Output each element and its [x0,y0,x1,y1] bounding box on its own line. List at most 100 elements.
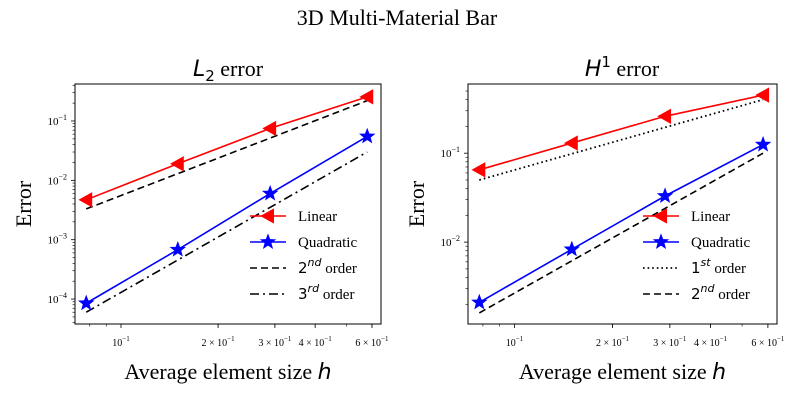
y-tick-base: 10 [440,237,452,249]
title-superscript: 1 [601,53,611,71]
x-tick-exponent: −1 [227,335,235,343]
x-tick-exponent: −1 [777,335,785,343]
y-tick-base: 10 [440,148,452,160]
x-tick-base: 10 [767,338,777,349]
legend-label-math: 2 [298,259,308,277]
legend-label-math: 2 [691,285,701,303]
x-tick-label: 6 × 10−1 [355,335,389,349]
x-tick-coefficient: 3 × [258,338,274,349]
y-tick-exponent: −1 [451,145,460,154]
legend-label-text: order [714,261,746,277]
axes-frame [467,83,778,325]
x-tick-coefficient: 6 × [355,338,371,349]
x-tick-base: 10 [112,338,122,349]
data-point-linear [471,162,486,178]
x-tick-label: 4 × 10−1 [299,335,333,349]
data-point-quadratic [169,240,187,257]
data-point-quadratic [261,184,279,201]
x-tick-exponent: −1 [516,335,524,343]
y-tick-label: 10−4 [47,291,67,306]
y-tick-label: 10−3 [47,232,67,247]
legend-label: 3rd order [298,282,354,303]
x-tick-label: 10−1 [112,335,130,349]
chart-title: H1 error [585,53,660,82]
title-text: error [616,56,659,81]
x-tick-label: 6 × 10−1 [751,335,785,349]
x-tick-coefficient: 4 × [694,338,710,349]
y-tick-exponent: −2 [58,172,67,181]
x-tick-coefficient: 4 × [299,338,315,349]
series-line-linear [479,94,764,171]
data-point-linear [262,120,277,137]
title-text: error [220,56,263,81]
axes-frame [74,83,382,325]
legend: Linear Quadratic 2nd order 3rd order [250,208,357,303]
title-math: H [585,57,602,82]
data-point-linear [657,108,672,124]
x-axis-label-text: Average element size [124,359,312,384]
legend-label-superscript: st [701,256,712,269]
data-point-linear [563,135,578,151]
series-line-quadratic [478,143,764,304]
series-line-quadratic [85,135,368,304]
legend-label: Linear [691,209,730,225]
figure-suptitle: 3D Multi-Material Bar [297,5,498,30]
data-point-linear [755,87,770,103]
x-tick-label: 3 × 10−1 [258,335,292,349]
x-tick-exponent: −1 [622,335,630,343]
series-line-linear [85,96,368,201]
series-line-2nd-order [85,99,368,210]
x-tick-base: 10 [314,338,324,349]
x-tick-label: 10−1 [506,335,524,349]
x-tick-exponent: −1 [679,335,687,343]
legend-label-text: Quadratic [691,235,750,251]
data-point-quadratic [656,187,674,204]
x-tick-base: 10 [217,338,227,349]
plot-area [471,87,772,314]
y-tick-base: 10 [47,294,59,306]
y-axis-label: Error [404,180,429,227]
legend-label: Linear [298,209,337,225]
x-tick-coefficient: 6 × [751,338,767,349]
legend-marker [652,233,670,249]
legend-label: Quadratic [298,235,357,251]
x-tick-base: 10 [274,338,284,349]
y-tick-base: 10 [47,235,59,247]
chart-title: L2 error [193,56,264,85]
y-tick-label: 10−2 [47,172,67,187]
x-tick-base: 10 [710,338,720,349]
legend-label: 2nd order [298,256,357,277]
y-tick-exponent: −3 [58,232,67,241]
data-point-linear [169,156,184,172]
data-point-linear [78,192,93,208]
data-point-linear [359,89,374,105]
x-tick-exponent: −1 [720,335,728,343]
data-point-quadratic [77,294,95,311]
series-line-3rd-order [85,151,368,313]
legend-label-superscript: nd [701,282,716,295]
series-line-1st-order [479,98,764,181]
x-tick-coefficient: 2 × [202,338,218,349]
y-tick-label: 10−2 [440,234,460,249]
legend-label-text: order [718,287,750,303]
legend-label-superscript: rd [308,282,321,295]
y-tick-label: 10−1 [47,113,67,128]
data-point-quadratic [754,135,772,152]
x-axis-label: Average element size h [519,359,726,385]
x-axis-label-math: h [712,360,726,385]
legend-marker [653,208,667,224]
x-tick-label: 4 × 10−1 [694,335,728,349]
legend-marker [259,233,277,249]
x-tick-base: 10 [506,338,516,349]
x-tick-exponent: −1 [324,335,332,343]
title-math: L [193,57,205,82]
y-tick-label: 10−1 [440,145,460,160]
legend-label: 2nd order [691,282,750,303]
y-tick-exponent: −1 [58,113,67,122]
data-point-quadratic [563,240,581,257]
y-tick-base: 10 [47,175,59,187]
